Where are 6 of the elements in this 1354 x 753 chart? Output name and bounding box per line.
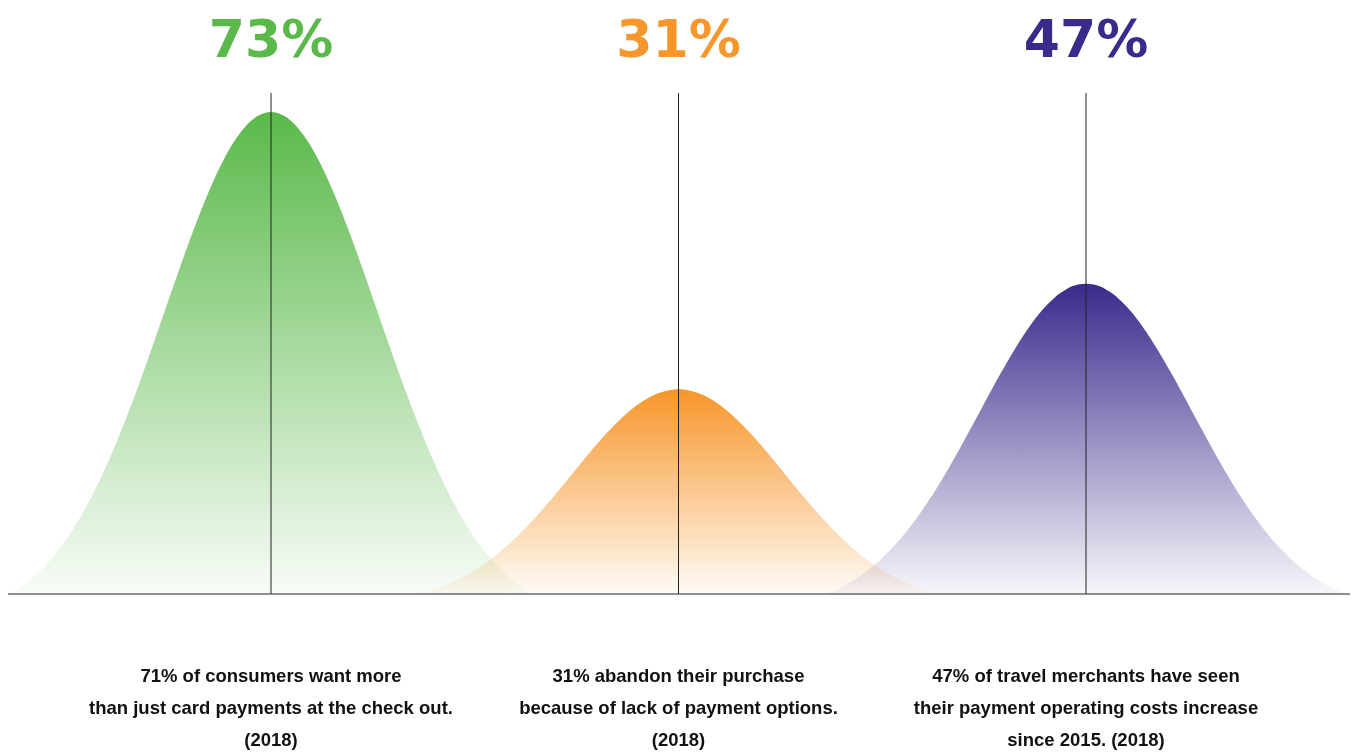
category-label: 31% abandon their purchase because of lack of payment options. (2018) bbox=[519, 665, 838, 750]
category-label: 47% of travel merchants have seen their payment operating costs increase since 2015. (2018) bbox=[913, 665, 1259, 750]
category-label: 71% of consumers want more than just card payments at the check out. (2018) bbox=[89, 665, 453, 750]
data-label: 73% bbox=[208, 9, 334, 69]
data-label: 47% bbox=[1023, 9, 1149, 69]
data-label: 31% bbox=[616, 9, 741, 69]
